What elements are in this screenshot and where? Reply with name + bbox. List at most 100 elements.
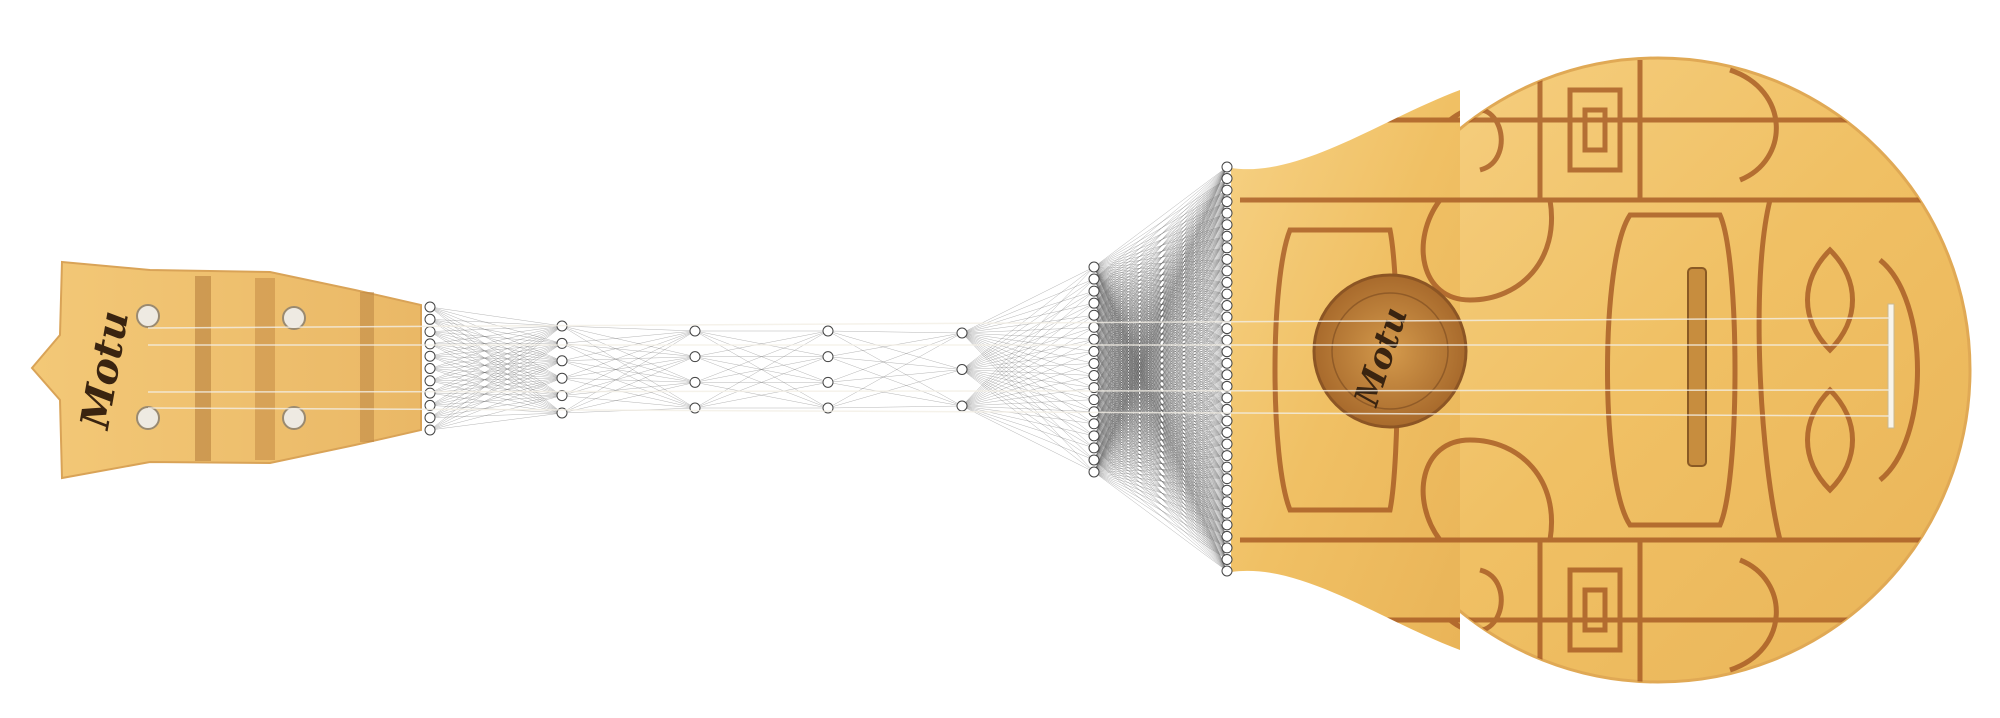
neuron bbox=[1088, 309, 1100, 321]
neuron bbox=[1221, 276, 1233, 288]
connection bbox=[1093, 259, 1228, 304]
connection bbox=[1093, 447, 1228, 479]
connection bbox=[1093, 397, 1228, 424]
connection bbox=[1093, 315, 1228, 387]
neuron bbox=[1221, 334, 1233, 346]
connection bbox=[1093, 224, 1228, 304]
connection bbox=[1093, 471, 1228, 479]
connection bbox=[1093, 397, 1228, 473]
connection bbox=[1093, 363, 1228, 387]
connection bbox=[1093, 278, 1228, 295]
neuron bbox=[424, 313, 436, 325]
connection bbox=[694, 330, 829, 383]
connection bbox=[561, 360, 696, 383]
neuron bbox=[1221, 542, 1233, 554]
neuron bbox=[556, 355, 568, 367]
connection bbox=[1093, 327, 1228, 341]
neuron bbox=[1088, 466, 1100, 478]
connection bbox=[429, 378, 563, 418]
connection bbox=[1093, 459, 1228, 526]
connection bbox=[1093, 432, 1228, 473]
connection bbox=[1093, 386, 1228, 437]
connection bbox=[1093, 201, 1228, 473]
connection bbox=[429, 395, 563, 406]
connection bbox=[561, 356, 696, 379]
connection bbox=[1093, 166, 1228, 412]
connection bbox=[1093, 315, 1228, 364]
connection bbox=[1093, 316, 1228, 388]
connection bbox=[1093, 397, 1228, 449]
neuron bbox=[1221, 288, 1233, 300]
neuron bbox=[1221, 380, 1233, 392]
connection bbox=[561, 382, 696, 396]
neuron bbox=[1221, 438, 1233, 450]
connection bbox=[1093, 443, 1228, 449]
connection bbox=[1093, 259, 1228, 340]
connection bbox=[429, 356, 563, 396]
neuron bbox=[1088, 297, 1100, 309]
connection bbox=[1093, 328, 1228, 352]
connection bbox=[961, 327, 1095, 407]
connection bbox=[1093, 443, 1228, 473]
connection bbox=[561, 382, 696, 414]
connection bbox=[1093, 339, 1228, 412]
connection bbox=[1093, 224, 1228, 473]
neuron bbox=[424, 375, 436, 387]
neuron bbox=[424, 363, 436, 374]
connection bbox=[1093, 435, 1228, 549]
connection bbox=[429, 325, 563, 345]
neuron bbox=[424, 387, 436, 399]
connection bbox=[1093, 420, 1228, 473]
connection bbox=[1093, 420, 1228, 461]
connection bbox=[429, 343, 563, 345]
connection bbox=[961, 266, 1095, 334]
connection bbox=[1093, 328, 1228, 340]
neuron bbox=[1221, 253, 1233, 265]
connection bbox=[1093, 459, 1228, 514]
connection bbox=[429, 360, 563, 394]
connection bbox=[561, 325, 696, 332]
connection bbox=[1093, 166, 1228, 340]
connection bbox=[429, 343, 563, 361]
connection bbox=[961, 303, 1095, 407]
neuron bbox=[1221, 426, 1233, 438]
connection bbox=[1093, 386, 1228, 424]
connection bbox=[1093, 270, 1228, 340]
connection bbox=[1093, 178, 1228, 473]
neuron bbox=[1088, 454, 1100, 466]
connection bbox=[1093, 236, 1228, 473]
neuron bbox=[1221, 369, 1233, 381]
neuron bbox=[1221, 473, 1233, 485]
connection bbox=[429, 412, 563, 418]
neuron bbox=[424, 326, 436, 338]
neuron bbox=[1221, 311, 1233, 323]
connection bbox=[561, 330, 696, 414]
neuron bbox=[1221, 553, 1233, 565]
connection bbox=[429, 325, 563, 381]
connection bbox=[429, 412, 563, 431]
connection bbox=[1093, 328, 1228, 376]
connection bbox=[961, 405, 1095, 461]
connection bbox=[1093, 293, 1228, 304]
connection bbox=[429, 360, 563, 381]
neuron bbox=[1221, 415, 1233, 427]
connection bbox=[1093, 293, 1228, 316]
connection bbox=[1093, 432, 1228, 437]
connection bbox=[429, 343, 563, 431]
connection bbox=[1093, 305, 1228, 364]
connection bbox=[1093, 435, 1228, 491]
connection bbox=[1093, 166, 1228, 473]
connection bbox=[429, 356, 563, 361]
connection bbox=[1093, 409, 1228, 461]
connection bbox=[1093, 447, 1228, 537]
connection bbox=[961, 266, 1095, 407]
neuron bbox=[1221, 230, 1233, 242]
connection bbox=[429, 325, 563, 357]
connection bbox=[429, 343, 563, 369]
connection bbox=[1093, 166, 1228, 316]
connection bbox=[1093, 374, 1228, 376]
connection bbox=[1093, 236, 1228, 292]
connection bbox=[1093, 266, 1228, 295]
connection bbox=[1093, 278, 1228, 352]
